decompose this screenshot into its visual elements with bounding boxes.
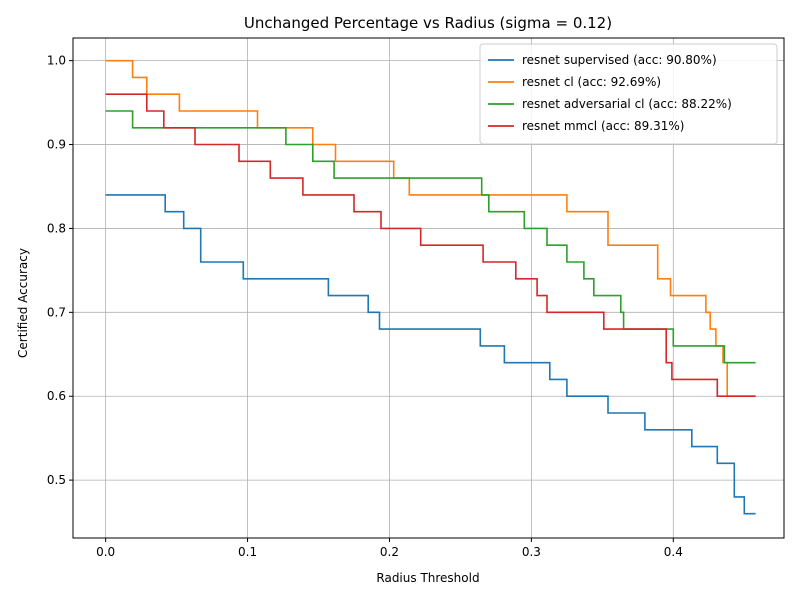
series-line-2 <box>105 59 756 397</box>
legend-label: resnet mmcl (acc: 89.31%) <box>522 119 684 133</box>
series-line-3 <box>105 110 756 364</box>
legend: resnet supervised (acc: 90.80%) resnet cl… <box>479 43 778 145</box>
legend-label: resnet adversarial cl (acc: 88.22%) <box>522 97 732 111</box>
legend-label: resnet supervised (acc: 90.80%) <box>522 53 717 67</box>
y-tick-label: 0.5 <box>47 473 66 487</box>
x-axis-label: Radius Threshold <box>376 571 479 585</box>
y-axis-label: Certified Accuracy <box>16 248 30 358</box>
y-tick-label: 0.9 <box>47 138 66 152</box>
chart-title: Unchanged Percentage vs Radius (sigma = … <box>244 14 612 32</box>
plot-frame <box>72 37 785 539</box>
series-lines <box>105 59 756 515</box>
x-tick-label: 0.0 <box>96 545 115 559</box>
series-line-1 <box>105 194 756 515</box>
legend-label: resnet cl (acc: 92.69%) <box>522 75 661 89</box>
x-tick-label: 0.3 <box>522 545 541 559</box>
y-tick-label: 0.7 <box>47 305 66 319</box>
y-tick-label: 0.6 <box>47 389 66 403</box>
axis-ticks: 0.0 0.1 0.2 0.3 0.4 0.5 0.6 0.7 0.8 0.9 1.0 <box>47 54 683 559</box>
x-tick-label: 0.4 <box>664 545 683 559</box>
legend-box <box>479 43 778 145</box>
x-tick-label: 0.2 <box>380 545 399 559</box>
x-tick-label: 0.1 <box>238 545 257 559</box>
series-line-4 <box>105 93 756 397</box>
y-tick-label: 0.8 <box>47 221 66 235</box>
y-tick-label: 1.0 <box>47 54 66 68</box>
